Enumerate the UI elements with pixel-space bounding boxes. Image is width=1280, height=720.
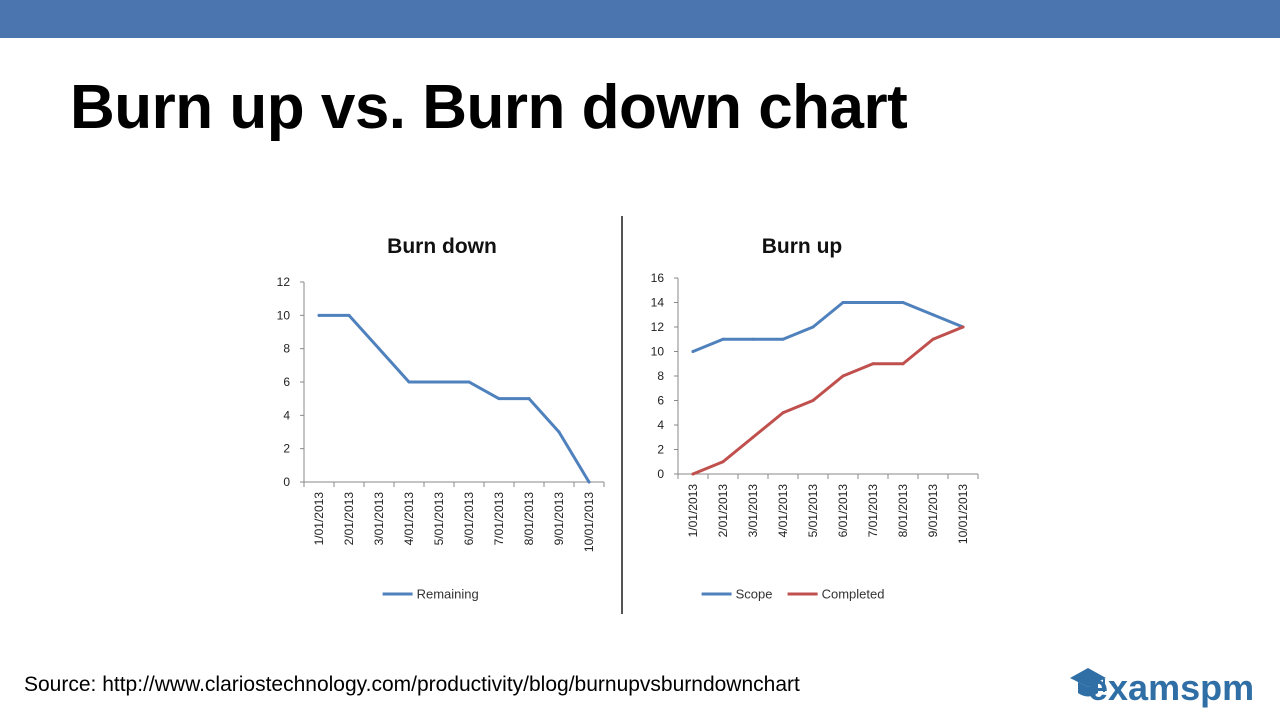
data-point: [781, 411, 785, 415]
data-point: [587, 480, 591, 484]
data-point: [751, 337, 755, 341]
y-tick-label: 12: [277, 275, 291, 289]
data-point: [557, 430, 561, 434]
examspm-logo: examspm: [1070, 667, 1254, 708]
data-point: [781, 337, 785, 341]
data-point: [961, 325, 965, 329]
x-tick-label: 5/01/2013: [432, 492, 446, 546]
data-point: [691, 350, 695, 353]
data-point: [407, 380, 411, 384]
data-point: [931, 337, 935, 341]
data-point: [901, 362, 905, 366]
chart-divider: [621, 216, 623, 614]
data-point: [841, 301, 845, 304]
legend-label: Remaining: [417, 587, 479, 602]
y-tick-label: 6: [657, 394, 664, 408]
top-accent-bar: [0, 0, 1280, 38]
series-line-completed: [691, 325, 965, 476]
x-tick-label: 4/01/2013: [776, 484, 790, 538]
y-tick-label: 10: [651, 345, 665, 359]
y-tick-label: 10: [277, 308, 291, 322]
data-point: [871, 362, 875, 366]
y-tick-label: 8: [657, 369, 664, 383]
x-tick-label: 4/01/2013: [402, 492, 416, 546]
data-point: [901, 301, 905, 304]
y-tick-label: 0: [283, 475, 290, 489]
y-tick-label: 16: [651, 271, 665, 285]
x-tick-label: 8/01/2013: [522, 492, 536, 546]
chart-title: Burn down: [387, 235, 497, 258]
x-tick-label: 7/01/2013: [866, 484, 880, 538]
y-tick-label: 4: [283, 408, 290, 422]
x-tick-label: 1/01/2013: [686, 484, 700, 538]
x-tick-label: 6/01/2013: [462, 492, 476, 546]
x-tick-label: 8/01/2013: [896, 484, 910, 538]
chart-title: Burn up: [762, 235, 842, 258]
data-point: [437, 380, 441, 384]
data-point: [467, 380, 471, 384]
series-line-scope: [691, 301, 965, 353]
y-tick-label: 4: [657, 418, 664, 432]
series-line-remaining: [317, 313, 591, 484]
data-point: [841, 374, 845, 378]
y-tick-label: 6: [283, 375, 290, 389]
data-point: [811, 399, 815, 402]
data-point: [931, 313, 935, 317]
data-point: [751, 435, 755, 439]
x-tick-label: 2/01/2013: [342, 492, 356, 546]
slide-title: Burn up vs. Burn down chart: [70, 73, 908, 142]
graduation-cap-icon: [1070, 668, 1106, 697]
y-tick-label: 0: [657, 467, 664, 481]
x-tick-label: 10/01/2013: [582, 492, 596, 552]
legend-label: Completed: [822, 587, 885, 602]
legend-label: Scope: [736, 587, 773, 602]
data-point: [377, 347, 381, 351]
data-point: [497, 397, 501, 401]
x-tick-label: 1/01/2013: [312, 492, 326, 546]
x-tick-label: 2/01/2013: [716, 484, 730, 538]
x-tick-label: 7/01/2013: [492, 492, 506, 546]
y-tick-label: 2: [657, 443, 664, 457]
x-tick-label: 9/01/2013: [552, 492, 566, 546]
y-tick-label: 14: [651, 296, 665, 310]
logo-wordmark: examspm: [1088, 667, 1254, 708]
data-point: [871, 301, 875, 304]
y-tick-label: 12: [651, 320, 665, 334]
x-tick-label: 6/01/2013: [836, 484, 850, 538]
data-point: [691, 472, 695, 476]
data-point: [811, 325, 815, 329]
x-tick-label: 5/01/2013: [806, 484, 820, 538]
y-tick-label: 8: [283, 342, 290, 356]
x-tick-label: 9/01/2013: [926, 484, 940, 538]
x-tick-label: 3/01/2013: [746, 484, 760, 538]
data-point: [347, 313, 351, 317]
data-point: [317, 313, 321, 317]
data-point: [721, 460, 725, 464]
data-point: [527, 397, 531, 401]
y-tick-label: 2: [283, 442, 290, 456]
x-tick-label: 3/01/2013: [372, 492, 386, 546]
data-point: [721, 337, 725, 341]
x-tick-label: 10/01/2013: [956, 484, 970, 544]
source-citation: Source: http://www.clariostechnology.com…: [24, 673, 800, 696]
